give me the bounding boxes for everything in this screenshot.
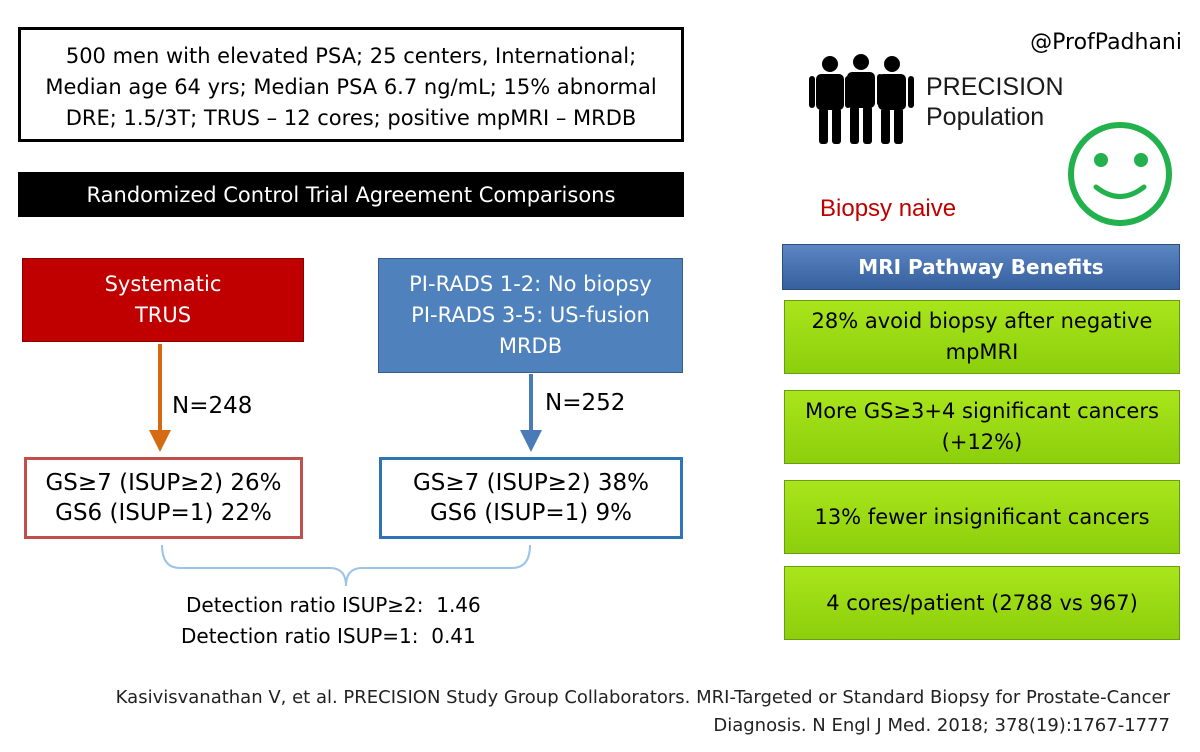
info-line-2: Median age 64 yrs; Median PSA 6.7 ng/mL;… xyxy=(45,75,657,99)
population-title: PRECISION Population xyxy=(926,72,1064,132)
pirads-line-1: PI-RADS 1-2: No biopsy xyxy=(409,272,652,296)
arrow-systematic xyxy=(149,344,171,452)
arrow-pirads xyxy=(520,374,542,452)
citation: Kasivisvanathan V, et al. PRECISION Stud… xyxy=(20,684,1170,740)
benefit-line-1: 13% fewer insignificant cancers xyxy=(814,504,1150,529)
pirads-line-3: MRDB xyxy=(498,334,563,358)
info-line-3: DRE; 1.5/3T; TRUS – 12 cores; positive m… xyxy=(65,106,637,130)
benefit-line-1: 28% avoid biopsy after negative xyxy=(811,309,1153,333)
rct-header: Randomized Control Trial Agreement Compa… xyxy=(18,172,684,217)
biopsy-naive-label: Biopsy naive xyxy=(820,195,957,222)
pirads-result-line-1: GS≥7 (ISUP≥2) 38% xyxy=(412,470,649,496)
n-pirads: N=252 xyxy=(545,390,626,416)
pirads-line-2: PI-RADS 3-5: US-fusion xyxy=(411,303,650,327)
benefit-line-1: 4 cores/patient (2788 vs 967) xyxy=(826,590,1138,615)
pirads-result-line-2: GS6 (ISUP=1) 9% xyxy=(429,500,633,526)
detection-ratio-isup2: Detection ratio ISUP≥2: 1.46 xyxy=(186,593,481,617)
systematic-line-2: TRUS xyxy=(134,303,192,327)
systematic-results-box: GS≥7 (ISUP≥2) 26% GS6 (ISUP=1) 22% xyxy=(24,457,303,539)
comparison-bracket xyxy=(161,544,531,587)
benefit-line-2: (+12%) xyxy=(941,430,1023,454)
population-line-1: PRECISION xyxy=(926,73,1064,101)
systematic-line-1: Systematic xyxy=(104,272,222,296)
citation-line-2: Diagnosis. N Engl J Med. 2018; 378(19):1… xyxy=(713,715,1170,736)
people-icon xyxy=(809,54,914,144)
twitter-handle: @ProfPadhani xyxy=(1030,30,1182,55)
benefit-item: 4 cores/patient (2788 vs 967) xyxy=(784,566,1180,640)
detection-ratio-isup1: Detection ratio ISUP=1: 0.41 xyxy=(181,624,476,648)
benefit-item: 13% fewer insignificant cancers xyxy=(784,480,1180,554)
systematic-trus-box: Systematic TRUS xyxy=(22,258,304,342)
population-line-2: Population xyxy=(926,103,1045,131)
systematic-result-line-2: GS6 (ISUP=1) 22% xyxy=(55,500,272,526)
systematic-result-line-1: GS≥7 (ISUP≥2) 26% xyxy=(45,470,282,496)
benefit-line-2: mpMRI xyxy=(945,340,1019,364)
study-info-box: 500 men with elevated PSA; 25 centers, I… xyxy=(18,27,684,142)
info-line-1: 500 men with elevated PSA; 25 centers, I… xyxy=(65,44,637,68)
benefits-header: MRI Pathway Benefits xyxy=(782,244,1180,290)
benefit-item: More GS≥3+4 significant cancers (+12%) xyxy=(784,390,1180,464)
benefit-item: 28% avoid biopsy after negative mpMRI xyxy=(784,300,1180,374)
citation-line-1: Kasivisvanathan V, et al. PRECISION Stud… xyxy=(115,687,1170,708)
n-systematic: N=248 xyxy=(172,393,253,419)
smiley-icon xyxy=(1068,122,1172,226)
pirads-results-box: GS≥7 (ISUP≥2) 38% GS6 (ISUP=1) 9% xyxy=(379,457,683,539)
pirads-box: PI-RADS 1-2: No biopsy PI-RADS 3-5: US-f… xyxy=(378,258,683,373)
benefits-header-label: MRI Pathway Benefits xyxy=(858,255,1104,279)
benefit-line-1: More GS≥3+4 significant cancers xyxy=(805,399,1159,423)
rct-header-label: Randomized Control Trial Agreement Compa… xyxy=(86,182,616,207)
